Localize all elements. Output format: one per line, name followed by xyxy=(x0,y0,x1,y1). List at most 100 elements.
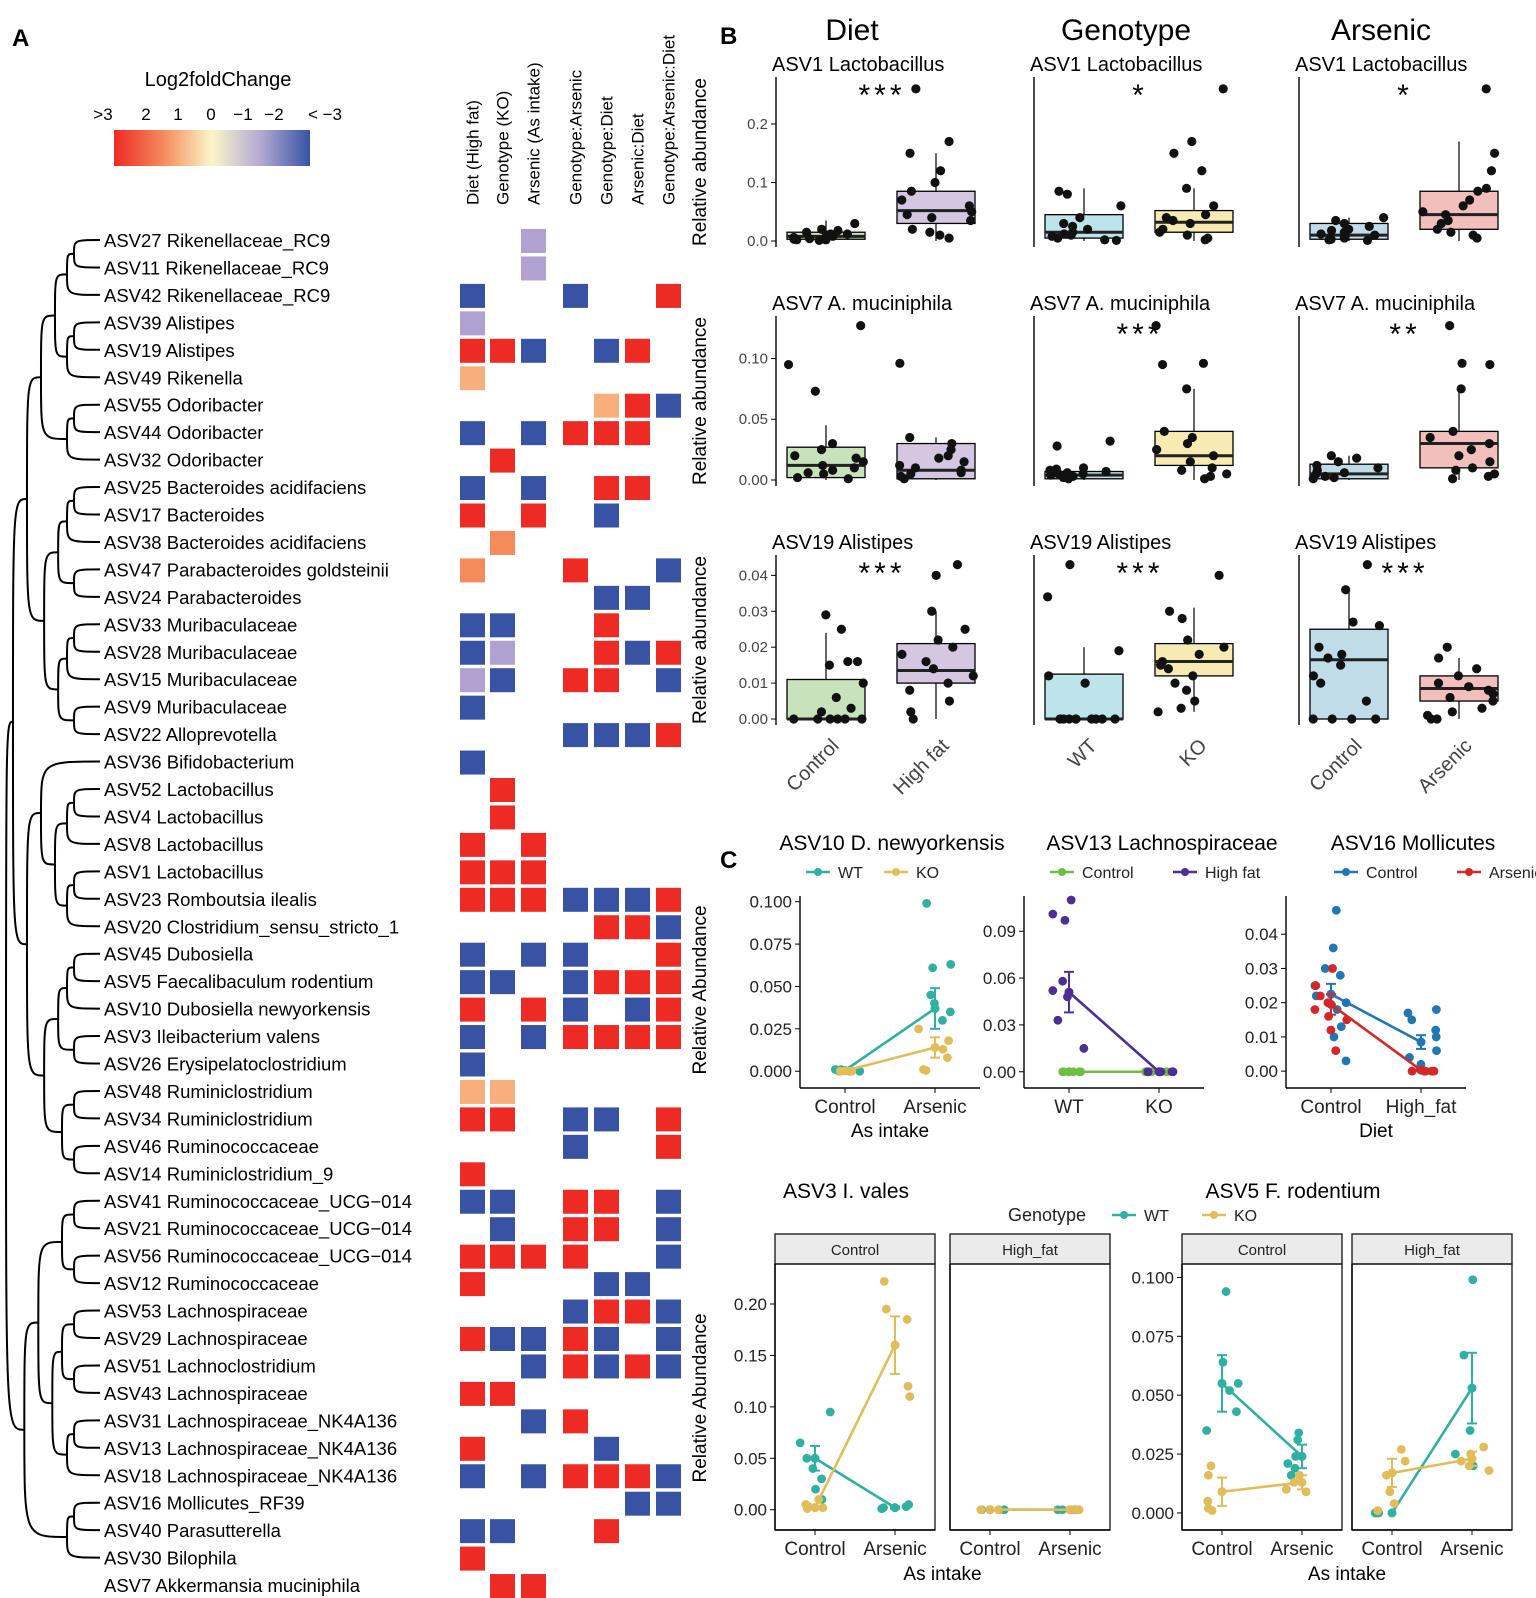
data-point xyxy=(1044,671,1054,681)
x-tick-label: Arsenic xyxy=(1270,1539,1333,1560)
heatmap-row-label: ASV39 Alistipes xyxy=(104,312,235,333)
data-point xyxy=(821,610,831,620)
data-point xyxy=(1232,1407,1241,1417)
significance-stars: *** xyxy=(1116,557,1163,590)
heatmap-cell xyxy=(594,1025,619,1050)
heatmap-cell xyxy=(594,723,619,748)
data-point xyxy=(1068,221,1078,231)
facet-frame xyxy=(949,1263,1111,1531)
data-point xyxy=(1151,321,1161,331)
data-point xyxy=(1486,166,1497,176)
data-point xyxy=(959,457,969,467)
heatmap-cell xyxy=(460,1546,485,1571)
data-point xyxy=(805,234,815,244)
data-point xyxy=(1222,469,1232,479)
legend-tick-5: −2 xyxy=(264,105,283,124)
heatmap-row-label: ASV33 Muribaculaceae xyxy=(104,614,297,635)
heatmap-row-label: ASV13 Lachnospiraceae_NK4A136 xyxy=(104,1438,397,1460)
mean-line xyxy=(813,1344,897,1509)
data-point xyxy=(1308,714,1318,724)
data-point xyxy=(1451,465,1461,475)
dendrogram-branch xyxy=(57,987,75,1051)
x-axis-label: As intake xyxy=(851,1121,929,1142)
data-point xyxy=(943,678,953,688)
mean-point xyxy=(930,1042,940,1052)
legend-key-dot xyxy=(1058,868,1066,876)
data-point xyxy=(1337,649,1347,659)
heatmap-cell xyxy=(594,640,619,665)
panel-b-column-title: Genotype xyxy=(1061,14,1191,47)
data-point xyxy=(795,1438,805,1448)
data-point xyxy=(1153,707,1163,717)
data-point xyxy=(1425,432,1435,443)
data-point xyxy=(1385,1487,1395,1497)
heatmap-cell xyxy=(563,997,588,1022)
data-point xyxy=(803,468,813,478)
data-point xyxy=(897,195,907,205)
data-point xyxy=(1043,592,1053,602)
heatmap-row-label: ASV15 Muribaculaceae xyxy=(104,669,297,690)
data-point xyxy=(1468,1275,1478,1285)
y-tick-label: 0.15 xyxy=(734,1346,767,1365)
data-point xyxy=(1361,696,1371,706)
heatmap-row-label: ASV18 Lachnospiraceae_NK4A136 xyxy=(104,1465,397,1487)
data-point xyxy=(816,445,827,455)
y-tick-label: 0.04 xyxy=(739,567,768,584)
legend-label: WT xyxy=(1144,1208,1169,1225)
heatmap-cell xyxy=(521,338,546,363)
data-point xyxy=(1053,469,1064,479)
data-point xyxy=(1059,218,1069,229)
x-axis-label: As intake xyxy=(903,1564,981,1585)
data-point xyxy=(1177,613,1187,624)
heatmap-cell xyxy=(656,1189,681,1214)
data-point xyxy=(931,570,941,580)
y-tick-label: 0.03 xyxy=(739,603,768,620)
data-point xyxy=(1331,905,1341,915)
data-point xyxy=(1328,943,1338,953)
data-point xyxy=(897,649,907,659)
facet-label: Control xyxy=(831,1242,879,1259)
data-point xyxy=(1400,1456,1410,1466)
data-point xyxy=(1168,215,1178,226)
heatmap-row-label: ASV40 Parasutterella xyxy=(104,1520,282,1541)
data-point xyxy=(927,212,937,223)
y-tick-label: 0.10 xyxy=(739,350,768,367)
heatmap-cell xyxy=(563,1299,588,1324)
heatmap-cell xyxy=(563,723,588,748)
data-point xyxy=(1326,451,1336,461)
dendrogram-branch xyxy=(72,623,101,653)
legend-key-dot xyxy=(1342,868,1350,876)
y-tick-label: 0.05 xyxy=(739,411,768,428)
heatmap-cell xyxy=(460,695,485,720)
data-point xyxy=(1431,1025,1441,1035)
heatmap-cell xyxy=(625,338,650,363)
data-point xyxy=(818,460,828,471)
heatmap-column-header: Genotype:Diet xyxy=(598,96,617,205)
data-point xyxy=(1311,981,1321,990)
dendrogram-branch xyxy=(72,870,101,900)
data-point xyxy=(956,468,966,478)
data-point xyxy=(1336,1022,1346,1032)
mean-line xyxy=(844,1046,936,1073)
data-point xyxy=(928,963,938,973)
data-point xyxy=(944,136,954,147)
heatmap-column-header: Genotype:Arsenic xyxy=(567,69,586,205)
y-tick-label: 0.00 xyxy=(1245,1062,1278,1081)
heatmap-cell xyxy=(521,1025,546,1050)
x-tick-label: Arsenic xyxy=(863,1539,926,1560)
heatmap-row-label: ASV1 Lactobacillus xyxy=(104,861,263,882)
heatmap-column-header: Genotype:Arsenic:Diet xyxy=(660,35,679,205)
x-category-label: High fat xyxy=(889,735,954,800)
heatmap-row-label: ASV14 Ruminiclostridium_9 xyxy=(104,1163,333,1185)
heatmap-cell xyxy=(460,366,485,391)
x-tick-label: Control xyxy=(1300,1097,1361,1118)
data-point xyxy=(1200,235,1210,245)
data-point xyxy=(1485,457,1495,467)
data-point xyxy=(1097,714,1107,724)
heatmap-row-label: ASV31 Lachnospiraceae_NK4A136 xyxy=(104,1410,397,1432)
data-point xyxy=(1293,1435,1303,1445)
data-point xyxy=(1052,441,1062,451)
box xyxy=(1309,628,1389,720)
heatmap-row-label: ASV17 Bacteroides xyxy=(104,505,264,526)
